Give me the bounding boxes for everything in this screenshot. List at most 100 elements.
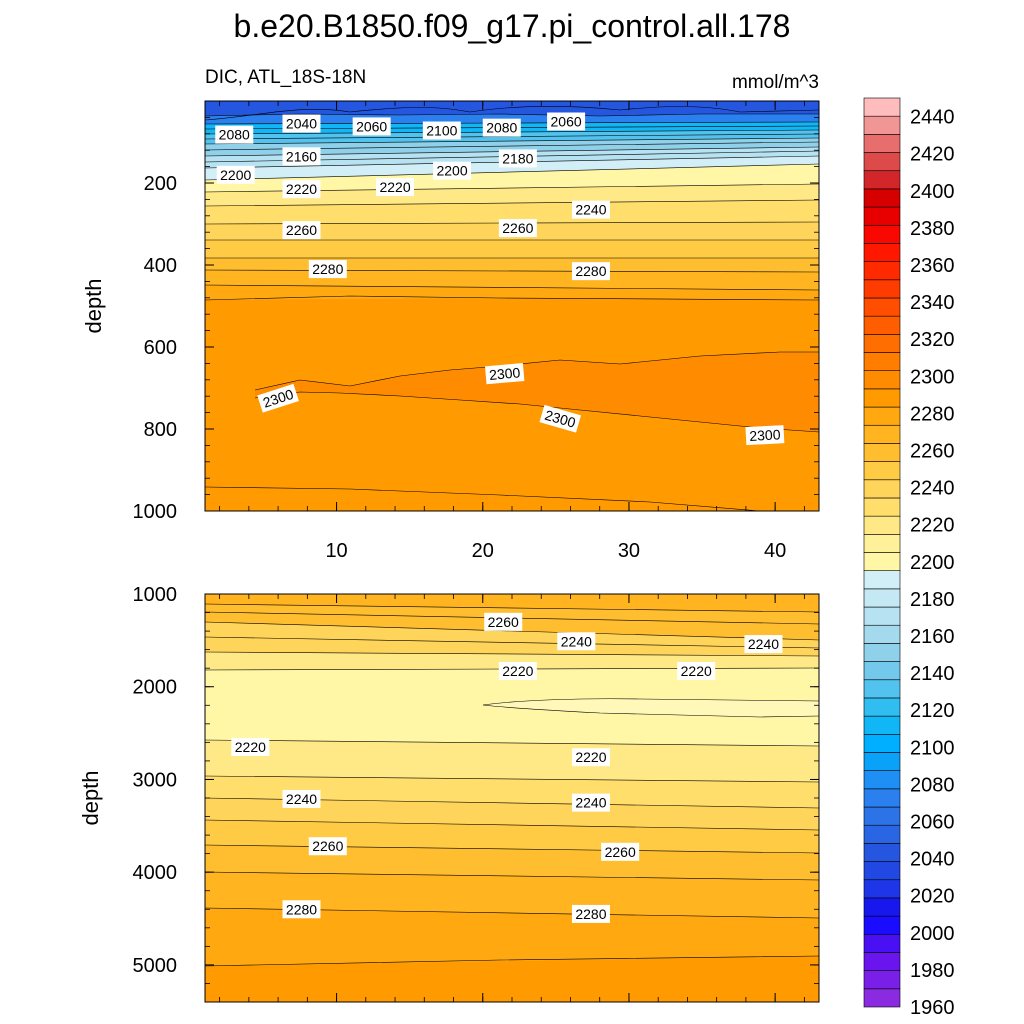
colorbar-label: 2120 — [910, 700, 955, 722]
upper-band-2250 — [205, 240, 819, 258]
colorbar-swatch — [863, 788, 901, 808]
colorbar-label: 2440 — [910, 107, 955, 129]
left-string: DIC, ATL_18S-18N — [205, 67, 366, 88]
colorbar-swatch — [863, 552, 901, 571]
contour-label-box — [433, 161, 472, 180]
colorbar-swatch — [863, 279, 901, 299]
upper-x-tick-label: 30 — [618, 540, 640, 562]
contour-label: 2240 — [571, 793, 610, 812]
contour-label-text: 2260 — [286, 222, 317, 238]
upper-panel: 200 400 600 800 1000 10 20 30 40 2080 2040 2060 210… — [81, 100, 820, 562]
contour-label: 2100 — [422, 121, 461, 140]
contour-label-text: 2240 — [561, 633, 592, 649]
contour-label: 2300 — [484, 363, 525, 385]
contour-label: 2260 — [601, 842, 640, 861]
colorbar-label: 2300 — [910, 366, 955, 388]
contour-label-box — [308, 260, 347, 279]
contour-label-box — [231, 738, 270, 756]
lower-band-2210 — [483, 698, 819, 717]
contour-label-text: 2080 — [486, 120, 517, 136]
colorbar-label: 2060 — [910, 811, 955, 833]
colorbar-swatch — [863, 679, 901, 699]
colorbar-label: 2360 — [910, 255, 955, 277]
colorbar-swatch — [863, 915, 901, 935]
contour-label: 2080 — [482, 118, 521, 137]
contour-label-text: 2240 — [286, 791, 317, 807]
upper-x-tick-label: 40 — [764, 540, 786, 562]
colorbar-swatch — [863, 243, 901, 262]
colorbar-swatch — [863, 752, 901, 771]
colorbar-label: 2220 — [910, 515, 955, 537]
contour-label: 2280 — [282, 900, 321, 919]
contour-label-text: 2260 — [605, 844, 636, 860]
contour-label-text: 2240 — [575, 795, 606, 811]
colorbar-swatch — [863, 352, 901, 371]
upper-band-2270 — [205, 270, 819, 290]
contour-label: 2200 — [433, 161, 472, 180]
colorbar-swatch — [863, 443, 901, 462]
colorbar-label: 2340 — [910, 292, 955, 314]
contour-label: 2220 — [677, 661, 716, 680]
colorbar-swatch — [863, 188, 901, 208]
right-string: mmol/m^3 — [732, 72, 819, 93]
lower-y-tick-label: 1000 — [133, 584, 178, 606]
contour-label-box — [677, 661, 716, 680]
contour-label: 2280 — [571, 904, 610, 923]
lower-y-axis-label: depth — [78, 770, 103, 825]
colorbar-swatch — [863, 697, 901, 717]
lower-band-2270 — [205, 594, 819, 612]
colorbar-swatch — [863, 588, 901, 608]
contour-label-text: 2200 — [436, 163, 467, 179]
contour-label-text: 2280 — [575, 263, 606, 279]
contour-label: 2180 — [498, 149, 537, 168]
contour-label-box — [376, 178, 415, 197]
lower-contour-labels: 2260 2240 2240 2220 2220 2220 2220 2240 2240 2260… — [231, 612, 783, 923]
colorbar-label: 2180 — [910, 589, 955, 611]
contour-label-box — [571, 904, 610, 923]
colorbar-swatch — [863, 206, 901, 226]
colorbar-swatch — [863, 170, 901, 190]
colorbar-swatch — [863, 843, 901, 862]
upper-x-tick-label: 10 — [325, 540, 347, 562]
colorbar-swatch — [863, 733, 901, 753]
contour-label-box — [745, 425, 785, 446]
colorbar-swatch — [863, 97, 901, 117]
contour-label: 2280 — [308, 260, 347, 279]
lower-band-2275 — [205, 872, 819, 918]
colorbar-swatch — [863, 897, 901, 917]
contour-label-box — [282, 900, 321, 919]
contour-label: 2240 — [282, 789, 321, 808]
upper-y-tick-label: 400 — [144, 255, 177, 277]
contour-label: 2080 — [215, 125, 254, 144]
colorbar-swatch — [863, 388, 901, 408]
colorbar-swatches — [863, 97, 901, 1008]
contour-label-box — [498, 149, 537, 168]
contour-label-box — [352, 117, 391, 136]
contour-label: 2200 — [216, 165, 255, 184]
colorbar-swatch — [863, 806, 901, 826]
colorbar-swatch — [863, 115, 901, 135]
contour-label-box — [282, 114, 321, 133]
contour-label-text: 2300 — [749, 426, 781, 444]
upper-band-2040 — [205, 101, 819, 116]
colorbar-label: 2160 — [910, 626, 955, 648]
lower-band-2245 — [205, 798, 819, 830]
contour-label-text: 2220 — [575, 749, 606, 765]
colorbar-label: 2100 — [910, 737, 955, 759]
contour-label-box — [498, 661, 537, 680]
contour-label-text: 2220 — [379, 179, 410, 195]
lower-band-2265 — [205, 845, 819, 880]
colorbar-swatch — [863, 661, 901, 681]
contour-label-text: 2200 — [220, 167, 251, 183]
contour-label-box — [484, 363, 525, 385]
contour-label-text: 2100 — [426, 123, 457, 139]
contour-label-box — [422, 121, 461, 140]
lower-y-tick-label: 2000 — [133, 677, 178, 699]
contour-label-box — [547, 112, 586, 131]
colorbar-label: 2260 — [910, 440, 955, 462]
contour-label: 2300 — [745, 425, 785, 446]
colorbar-swatch — [863, 479, 901, 499]
colorbar-swatch — [863, 152, 901, 172]
colorbar-swatch — [863, 824, 901, 844]
colorbar-label: 2200 — [910, 552, 955, 574]
